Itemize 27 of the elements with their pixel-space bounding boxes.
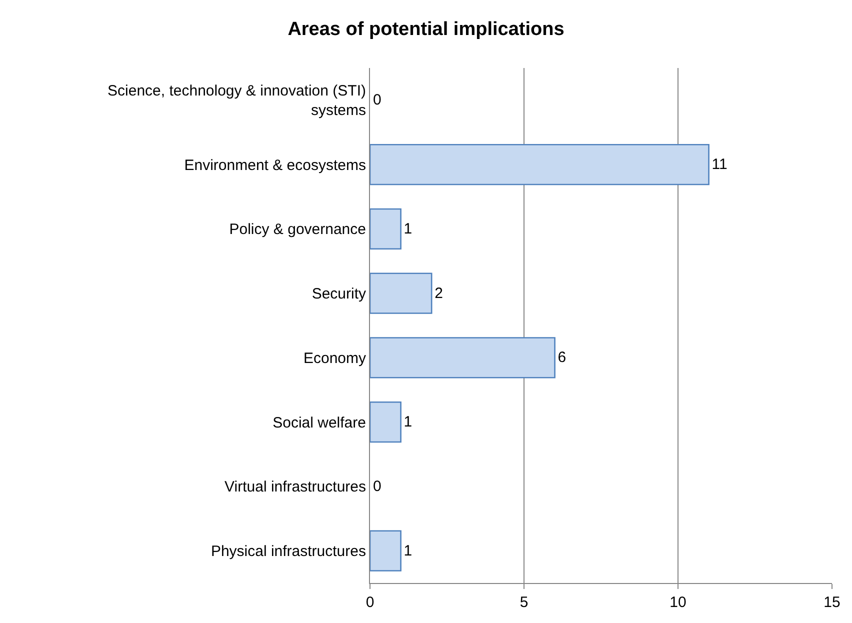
data-label: 11 (712, 156, 728, 174)
y-tick-label: Environment & ecosystems (184, 156, 366, 174)
x-tick-label: 15 (824, 594, 840, 611)
bar (370, 401, 402, 443)
data-label: 6 (558, 349, 566, 366)
chart-title: Areas of potential implications (288, 19, 564, 40)
y-tick-label: Virtual infrastructures (224, 478, 366, 496)
y-tick-label: Security (312, 286, 366, 303)
data-label: 2 (434, 284, 443, 302)
data-label: 1 (404, 542, 412, 560)
data-label: 0 (373, 92, 382, 109)
x-tick-label: 5 (520, 594, 528, 611)
y-tick-label: Economy (303, 350, 366, 367)
bar (370, 208, 402, 250)
data-label: 1 (404, 414, 412, 431)
bar (370, 144, 710, 186)
x-tick-label: 10 (670, 594, 686, 611)
y-tick-label: Social welfare (272, 414, 366, 432)
bar (370, 530, 402, 572)
y-tick-label: Physical infrastructures (210, 543, 366, 560)
y-tick-label: Science, technology & innovation (STI) systems (108, 82, 366, 120)
y-tick-label: Policy & governance (229, 221, 366, 238)
data-label: 0 (373, 478, 382, 495)
data-label: 1 (404, 220, 412, 238)
bar (370, 337, 556, 378)
x-tick-label: 0 (366, 594, 374, 611)
bar (370, 272, 432, 314)
